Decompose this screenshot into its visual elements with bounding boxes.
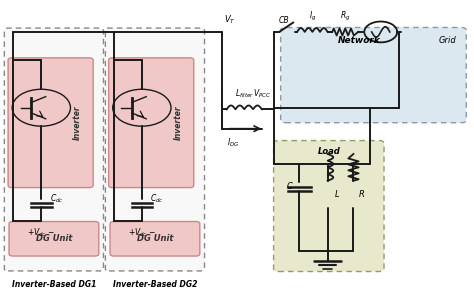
Circle shape	[113, 89, 171, 126]
Text: Inverter-Based DG1: Inverter-Based DG1	[12, 280, 96, 289]
Text: CB: CB	[279, 16, 289, 25]
FancyBboxPatch shape	[273, 141, 384, 271]
Text: DG Unit: DG Unit	[36, 234, 72, 243]
FancyBboxPatch shape	[281, 28, 466, 123]
Text: $+ V_{dc}$ $-$: $+ V_{dc}$ $-$	[128, 227, 156, 239]
Text: L: L	[335, 190, 339, 199]
Text: $C_{dc}$: $C_{dc}$	[50, 192, 64, 205]
Text: $I_{DG}$: $I_{DG}$	[227, 136, 239, 149]
Text: DG Unit: DG Unit	[137, 234, 173, 243]
Text: Inverter: Inverter	[73, 106, 82, 140]
Text: $C_{dc}$: $C_{dc}$	[150, 192, 164, 205]
FancyBboxPatch shape	[9, 222, 99, 256]
FancyBboxPatch shape	[105, 28, 204, 271]
Text: $V_T$: $V_T$	[224, 13, 236, 26]
Text: $I_g$: $I_g$	[309, 10, 316, 23]
FancyBboxPatch shape	[109, 58, 194, 187]
FancyBboxPatch shape	[110, 222, 200, 256]
FancyBboxPatch shape	[4, 28, 103, 271]
Text: R: R	[359, 190, 365, 199]
Text: $+ V_{dc}$ $-$: $+ V_{dc}$ $-$	[27, 227, 55, 239]
Text: Inverter-Based DG2: Inverter-Based DG2	[113, 280, 197, 289]
Text: $L_{filter}$: $L_{filter}$	[235, 87, 254, 100]
Text: C: C	[286, 182, 292, 191]
Text: Inverter: Inverter	[174, 106, 183, 140]
Text: Grid: Grid	[439, 36, 457, 45]
Text: $V_{PCC}$: $V_{PCC}$	[253, 87, 271, 100]
Text: $R_g$: $R_g$	[340, 10, 350, 23]
Text: Load: Load	[318, 147, 340, 155]
FancyBboxPatch shape	[8, 58, 93, 187]
Circle shape	[12, 89, 71, 126]
Text: Network: Network	[338, 36, 381, 45]
